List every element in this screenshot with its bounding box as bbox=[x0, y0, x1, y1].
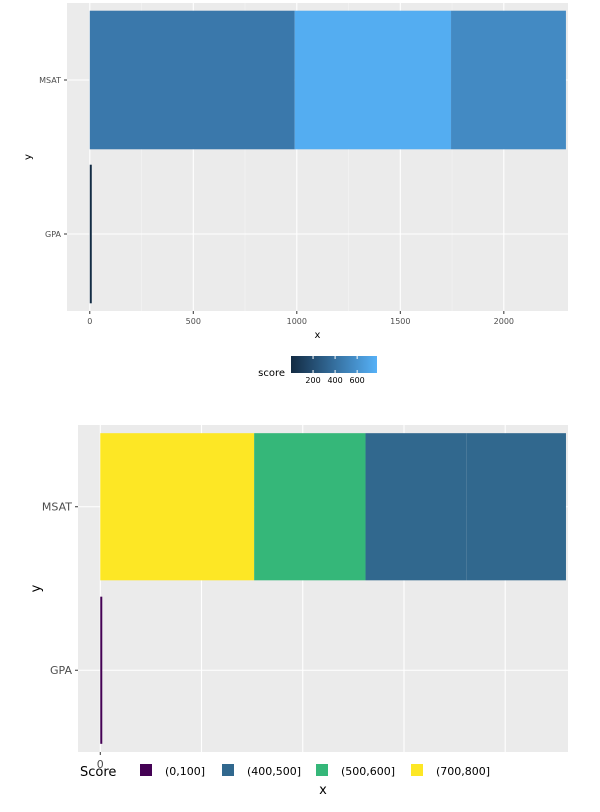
colorbar-tick-label: 200 bbox=[305, 376, 320, 385]
bar-segment-msat-3 bbox=[451, 10, 566, 150]
legend-title: Score bbox=[80, 765, 116, 780]
legend-label-1: (0,100] bbox=[165, 765, 205, 778]
bar-segment-gpa-1 bbox=[89, 164, 92, 304]
legend-key-4 bbox=[411, 764, 423, 776]
chart-panel-2: MSAT GPA 0 x y Score (0,100] (400,500] (500,600]… bbox=[29, 425, 568, 798]
colorbar-legend: 200 400 600 score bbox=[258, 356, 377, 385]
legend-key-2 bbox=[222, 764, 234, 776]
legend-key-1 bbox=[140, 764, 152, 776]
x-axis-title: x bbox=[315, 330, 321, 341]
discrete-legend: Score (0,100] (400,500] (500,600] (700,800] bbox=[80, 764, 490, 780]
y-axis-title: y bbox=[29, 584, 44, 592]
x-tick-label: 0 bbox=[97, 758, 104, 771]
bar-segment-msat-2 bbox=[294, 10, 452, 150]
legend-title: score bbox=[258, 368, 285, 379]
legend-label-4: (700,800] bbox=[436, 765, 490, 778]
legend-label-2: (400,500] bbox=[247, 765, 301, 778]
y-tick-label: GPA bbox=[50, 664, 72, 677]
x-tick-label: 2000 bbox=[494, 317, 514, 326]
legend-label-3: (500,600] bbox=[341, 765, 395, 778]
colorbar-tick-label: 600 bbox=[350, 376, 365, 385]
colorbar-tick-label: 400 bbox=[327, 376, 342, 385]
y-tick-label: MSAT bbox=[39, 76, 61, 85]
x-tick-label: 0 bbox=[87, 317, 92, 326]
x-tick-label: 1500 bbox=[390, 317, 410, 326]
bar-segment-msat-1 bbox=[89, 10, 295, 150]
y-tick-label: MSAT bbox=[42, 501, 72, 514]
x-tick-label: 1000 bbox=[287, 317, 307, 326]
bar-segment-msat-1 bbox=[100, 433, 255, 581]
chart-panel-1: MSAT GPA 0 500 1000 1500 2000 x y 200 400 600 score bbox=[23, 3, 568, 385]
x-tick-label: 500 bbox=[186, 317, 201, 326]
bar-segment-msat-4 bbox=[466, 433, 566, 581]
bar-segment-gpa-1 bbox=[100, 596, 103, 744]
colorbar bbox=[291, 356, 377, 373]
legend-key-3 bbox=[316, 764, 328, 776]
y-axis-title: y bbox=[23, 154, 34, 160]
bar-segment-msat-2 bbox=[254, 433, 366, 581]
bar-segment-msat-3 bbox=[365, 433, 467, 581]
x-axis-title: x bbox=[319, 783, 327, 798]
y-tick-label: GPA bbox=[45, 230, 62, 239]
